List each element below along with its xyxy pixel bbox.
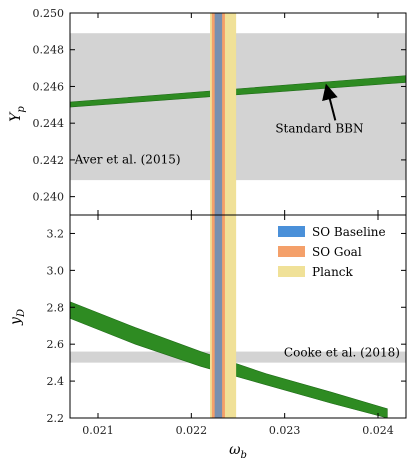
top-annotations: Standard BBN Aver et al. (2015)	[74, 83, 363, 167]
legend-label: SO Goal	[312, 245, 362, 259]
y-tick-label: 0.244	[33, 117, 65, 130]
y-tick-label: 2.2	[47, 412, 65, 425]
y-tick-label: 0.242	[33, 154, 65, 167]
y-tick-label: 3.2	[47, 227, 65, 240]
y-tick-label: 2.6	[47, 338, 65, 351]
series-band-0	[70, 301, 388, 418]
horizontal-band-0	[70, 33, 406, 181]
y-tick-label: 0.240	[33, 191, 65, 204]
bottom-x-axis-label: ωb	[229, 442, 247, 461]
y-tick-label: 0.248	[33, 44, 65, 57]
top-y-ticks: 0.240 0.242 0.244 0.246 0.248 0.250	[33, 7, 406, 215]
bottom-y-ticks: 2.2 2.4 2.6 2.8 3.0 3.2	[47, 227, 406, 425]
top-vertical-bands	[210, 13, 237, 215]
x-tick-label: 0.022	[176, 424, 208, 437]
annotation-0: Cooke et al. (2018)	[284, 346, 400, 360]
legend: SO Baseline SO Goal Planck	[278, 225, 386, 279]
y-tick-label: 3.0	[47, 264, 65, 277]
bottom-vertical-bands	[210, 215, 237, 418]
legend-label: SO Baseline	[312, 225, 386, 239]
x-tick-label: 0.021	[82, 424, 114, 437]
vertical-band-2	[214, 13, 223, 215]
x-tick-label: 0.023	[269, 424, 301, 437]
y-tick-label: 2.4	[47, 375, 65, 388]
bottom-axes-frame	[69, 214, 407, 419]
annotation-arrow	[322, 83, 338, 121]
legend-swatch	[278, 266, 305, 277]
bottom-panel: 2.22.42.62.83.03.2 0.021 0.022 0.023 0.024 …	[8, 214, 407, 461]
legend-swatch	[278, 246, 305, 257]
bottom-horizontal-bands	[70, 351, 406, 363]
annotation-1: Aver et al. (2015)	[74, 153, 181, 167]
x-tick-label: 0.024	[362, 424, 394, 437]
top-horizontal-bands	[70, 33, 406, 181]
y-tick-label: 0.250	[33, 7, 65, 20]
bottom-x-ticks: 0.021 0.022 0.023 0.024	[82, 215, 394, 437]
y-tick-label: 2.8	[47, 301, 65, 314]
top-y-axis-label: Yp	[8, 106, 27, 122]
legend-swatch	[278, 226, 305, 237]
y-tick-label: 0.246	[33, 80, 65, 93]
horizontal-band-0	[70, 351, 406, 363]
bottom-series	[70, 301, 388, 418]
top-panel: 0.240 0.242 0.244 0.246 0.248 0.250 Yp Standa…	[8, 7, 407, 216]
vertical-band-2	[214, 215, 223, 418]
annotation-standard-bbn: Standard BBN	[275, 121, 363, 135]
bottom-y-axis-label: yD	[8, 309, 27, 326]
bottom-annotations: Cooke et al. (2018)	[284, 346, 400, 360]
top-series	[70, 75, 406, 108]
series-band-0	[70, 75, 406, 108]
legend-label: Planck	[312, 265, 354, 279]
